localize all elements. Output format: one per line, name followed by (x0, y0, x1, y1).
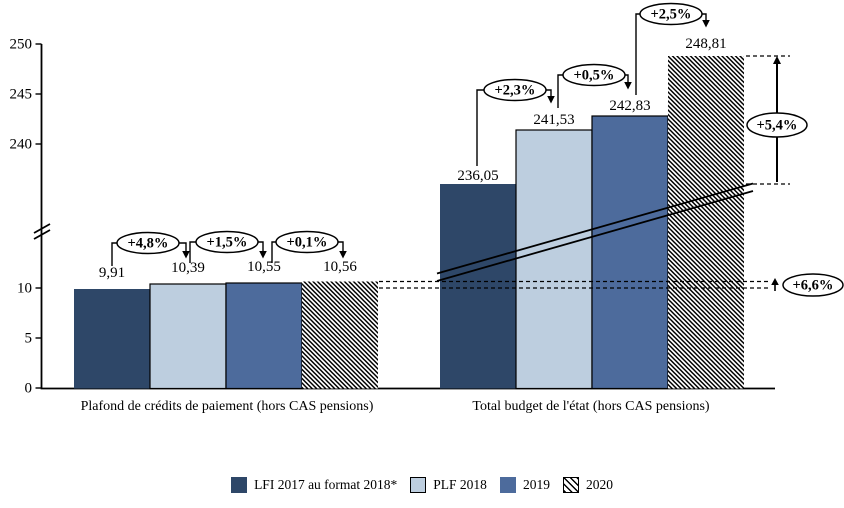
scale-break-lines (436, 182, 754, 282)
bar-left-plf-2018 (149, 283, 227, 390)
svg-text:+0,1%: +0,1% (287, 235, 328, 251)
bar-left-2020 (302, 281, 378, 389)
y-tick-250: 250 (10, 37, 33, 53)
delta-bracket (189, 241, 267, 263)
y-tick-5: 5 (25, 331, 33, 347)
chart-plot-area: 250 245 240 10 5 0 9,91 10,39 10,55 10,5… (10, 2, 844, 414)
legend-swatch-2020 (562, 477, 579, 493)
y-tick-0: 0 (25, 381, 33, 397)
value-label: 10,39 (171, 260, 205, 276)
small-up-arrow-icon (771, 278, 779, 291)
y-axis-ticks (35, 43, 42, 389)
value-label: 9,91 (99, 265, 125, 281)
y-tick-245: 245 (10, 87, 33, 103)
legend-label: PLF 2018 (433, 477, 487, 492)
svg-text:+1,5%: +1,5% (207, 235, 248, 251)
value-label: 10,56 (323, 259, 357, 275)
y-tick-10: 10 (17, 281, 32, 297)
value-label: 242,83 (609, 98, 650, 114)
svg-text:+2,3%: +2,3% (495, 83, 536, 99)
legend-label: 2020 (585, 477, 613, 492)
bar-right-lfi-2017 (440, 184, 516, 389)
y-axis-break-icon (33, 223, 51, 240)
bar-right-2019 (591, 115, 669, 390)
category-label-right: Total budget de l'état (hors CAS pension… (472, 399, 710, 414)
bar-left-lfi-2017 (74, 289, 150, 389)
legend-item: LFI 2017 au format 2018* (231, 477, 397, 493)
svg-text:+4,8%: +4,8% (128, 236, 169, 252)
category-label-left: Plafond de crédits de paiement (hors CAS… (81, 399, 374, 414)
legend-item: 2019 (499, 477, 550, 493)
delta-bracket (111, 242, 190, 266)
svg-text:+5,4%: +5,4% (757, 118, 798, 134)
delta-bubble: +0,5% (562, 63, 626, 87)
svg-text:+2,5%: +2,5% (651, 7, 692, 23)
svg-text:+6,6%: +6,6% (793, 278, 834, 294)
value-label: 241,53 (533, 112, 574, 128)
delta-bubble: +2,5% (639, 2, 703, 26)
legend-swatch-lfi-2017 (231, 477, 248, 493)
legend-label: 2019 (522, 477, 550, 492)
delta-bubble: +1,5% (195, 230, 259, 254)
value-label: 248,81 (685, 36, 726, 52)
legend-label: LFI 2017 au format 2018* (254, 477, 398, 492)
svg-text:+0,5%: +0,5% (574, 68, 615, 84)
delta-bubble: +2,3% (483, 78, 547, 102)
legend-item: PLF 2018 (410, 477, 487, 493)
y-tick-240: 240 (10, 137, 33, 153)
delta-bubble: +0,1% (275, 230, 339, 254)
total-delta-bubble-left: +6,6% (782, 273, 844, 297)
bar-left-2019 (225, 282, 303, 390)
delta-bracket (476, 89, 555, 166)
bar-right-plf-2018 (515, 129, 593, 390)
legend-swatch-plf-2018 (410, 477, 427, 493)
delta-bubble: +4,8% (116, 231, 180, 255)
value-label: 10,55 (247, 259, 281, 275)
value-label: 236,05 (457, 168, 498, 184)
legend: LFI 2017 au format 2018* PLF 2018 2019 2… (0, 477, 844, 493)
bar-right-2020 (668, 56, 744, 389)
legend-swatch-2019 (499, 477, 516, 493)
total-delta-bubble-right: +5,4% (746, 112, 808, 138)
legend-item: 2020 (562, 477, 613, 493)
